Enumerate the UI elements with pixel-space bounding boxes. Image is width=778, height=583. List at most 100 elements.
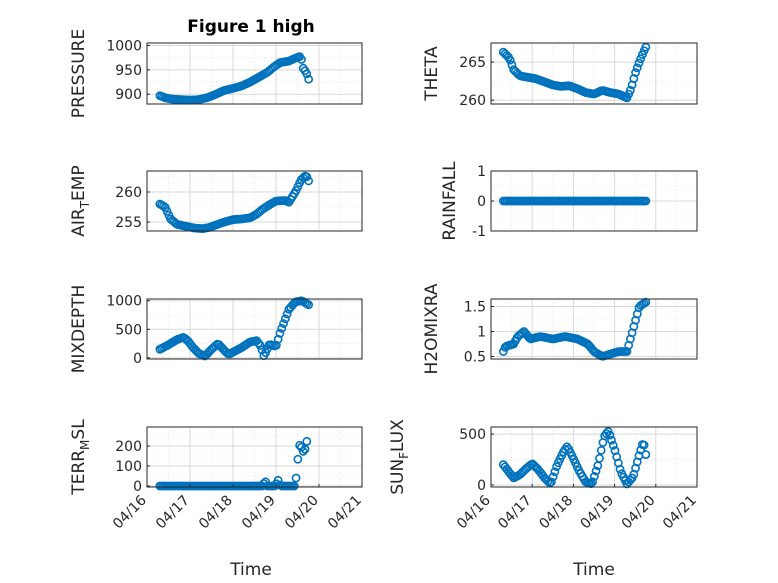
axes-box <box>490 298 698 360</box>
x-tick-label: 04/18 <box>536 493 576 533</box>
y-axis-label-part: SUN <box>388 459 408 495</box>
data-point <box>304 74 314 84</box>
axes-box <box>146 426 363 488</box>
y-axis-label: THETA <box>422 46 442 102</box>
y-tick-label: 0 <box>477 194 486 210</box>
data-point <box>279 319 288 328</box>
axes-box <box>490 426 698 488</box>
data-point <box>596 445 606 455</box>
y-axis-label: RAINFALL <box>440 161 460 241</box>
y-tick-label: 265 <box>459 55 486 71</box>
panel-rainfall: -1 0 1 RAINFALL <box>440 161 698 241</box>
y-tick-label: 1.5 <box>464 300 486 316</box>
y-tick-label: 500 <box>459 427 486 443</box>
y-axis-label: TERRMSL <box>69 419 92 496</box>
y-axis-label: AIRTEMP <box>69 165 92 236</box>
panel-h2omixra: 0.5 1 1.5 H2OMIXRA <box>422 283 698 375</box>
data-point <box>607 435 616 445</box>
y-tick-label: 0 <box>477 478 486 494</box>
data-series <box>155 436 312 491</box>
y-tick-label: 0 <box>133 479 142 495</box>
data-point <box>297 55 306 64</box>
y-axis-ticks: 0 100 200 <box>115 439 150 495</box>
data-point <box>282 309 292 319</box>
panel-mixdepth: 0 500 1000 MIXDEPTH <box>69 285 363 374</box>
data-point <box>255 341 265 350</box>
y-axis-label: SUNFLUX <box>388 419 411 495</box>
data-series <box>498 297 651 361</box>
data-point <box>625 85 635 95</box>
y-axis-ticks: -1 0 1 <box>472 164 494 240</box>
y-axis-label-part: SL <box>69 419 89 440</box>
data-point <box>505 55 515 65</box>
data-point <box>302 172 312 182</box>
y-axis-label-part: LUX <box>388 419 408 452</box>
panel-sun-flux: 0 500 04/16 04/17 04/18 04/19 04/20 04/21 SUNF… <box>388 419 700 580</box>
data-series <box>498 427 651 489</box>
data-point <box>304 176 314 186</box>
x-tick-label: 04/19 <box>578 493 618 533</box>
x-tick-label: 04/20 <box>619 493 659 533</box>
y-tick-label: 950 <box>115 63 142 79</box>
data-series <box>498 42 651 103</box>
y-axis-label-part: TERR <box>69 450 89 496</box>
y-axis-ticks: 0 500 <box>459 427 494 494</box>
data-point <box>634 58 644 68</box>
data-point <box>277 323 287 333</box>
axes-box <box>146 170 363 232</box>
y-axis-label-part: EMP <box>69 165 89 201</box>
x-tick-label: 04/16 <box>454 492 494 532</box>
y-tick-label: 100 <box>115 459 142 475</box>
y-tick-label: 1 <box>477 164 486 180</box>
data-point <box>271 340 281 350</box>
data-point <box>547 477 556 487</box>
y-tick-label: 1000 <box>106 38 142 54</box>
y-axis-label-part: AIR <box>69 208 89 237</box>
y-tick-label: 200 <box>115 439 142 455</box>
y-axis-label: MIXDEPTH <box>69 285 89 374</box>
y-tick-label: 0 <box>133 351 142 367</box>
y-axis-ticks: 0 500 1000 <box>106 294 150 367</box>
data-point <box>293 454 303 464</box>
panel-pressure: 900 950 1000 PRESSURE <box>69 29 363 118</box>
data-point <box>605 430 615 440</box>
y-axis-label: PRESSURE <box>69 29 89 118</box>
y-axis-label-subscript: M <box>78 440 92 450</box>
x-tick-label: 04/20 <box>282 493 322 533</box>
data-point <box>641 450 651 459</box>
x-axis-ticks: 04/16 04/17 04/18 04/19 04/20 04/21 <box>110 484 365 532</box>
y-axis-ticks: 255 260 <box>115 185 150 231</box>
data-point <box>615 464 625 474</box>
axes-box <box>146 42 363 105</box>
panel-theta: 260 265 THETA <box>422 42 698 109</box>
chart-title: Figure 1 high <box>187 17 315 37</box>
data-point <box>631 68 640 77</box>
data-point <box>636 54 646 64</box>
y-tick-label: 900 <box>115 87 142 103</box>
y-tick-label: 1 <box>477 325 486 341</box>
data-point <box>639 440 649 450</box>
data-point <box>507 60 517 70</box>
panel-air-temp: 255 260 AIRTEMP <box>69 165 363 237</box>
data-point <box>641 196 651 206</box>
data-point <box>304 300 314 310</box>
data-point <box>302 69 312 79</box>
data-point <box>302 436 312 446</box>
x-tick-label: 04/21 <box>325 493 365 533</box>
data-point <box>588 477 598 487</box>
data-point <box>298 446 308 456</box>
y-tick-label: 255 <box>115 215 142 231</box>
x-tick-label: 04/17 <box>495 493 535 533</box>
data-point <box>550 467 560 477</box>
data-point <box>289 481 299 491</box>
data-point <box>300 444 310 454</box>
y-tick-label: 260 <box>459 93 486 109</box>
data-point <box>641 42 651 52</box>
data-point <box>291 473 301 483</box>
y-tick-label: -1 <box>472 224 486 240</box>
axes-box <box>490 42 698 105</box>
y-tick-label: 260 <box>115 185 142 201</box>
y-axis-label-subscript: T <box>78 200 92 209</box>
data-point <box>632 63 642 73</box>
